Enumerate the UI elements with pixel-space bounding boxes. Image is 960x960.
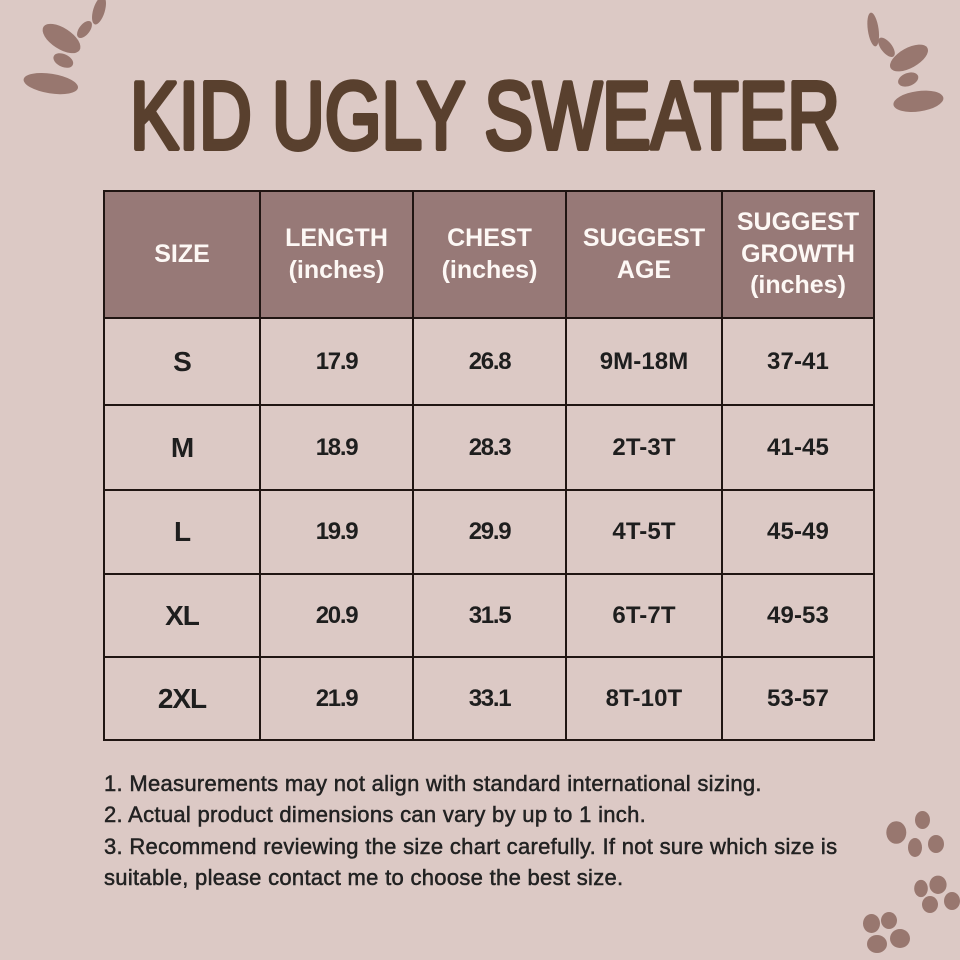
svg-text:KID UGLY SWEATER: KID UGLY SWEATER <box>130 63 840 170</box>
